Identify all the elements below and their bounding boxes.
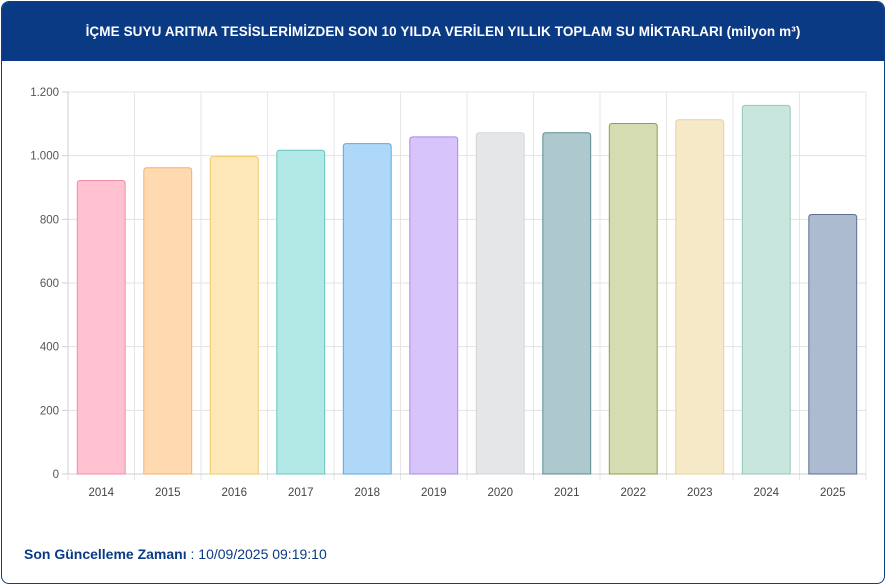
last-updated: Son Güncelleme Zamanı : 10/09/2025 09:19… <box>24 546 327 562</box>
bar-2025 <box>808 214 858 475</box>
x-tick-label: 2024 <box>753 487 779 499</box>
x-tick-label: 2016 <box>221 487 247 499</box>
bar-2018 <box>342 143 392 475</box>
bar-2014 <box>76 179 126 475</box>
x-tick-label: 2023 <box>687 487 713 499</box>
chart-area: 0 200 400 600 800 1.000 1.200 2014 2015 2016 2017 2… <box>2 62 884 522</box>
y-tick-label: 1.000 <box>30 151 59 163</box>
chart-header: İÇME SUYU ARITMA TESİSLERİMİZDEN SON 10 … <box>2 2 884 61</box>
last-updated-label: Son Güncelleme Zamanı <box>24 546 187 562</box>
y-tick-label: 200 <box>40 405 59 417</box>
bar-2015 <box>143 167 193 475</box>
x-tick-label: 2019 <box>421 487 447 499</box>
x-tick-label: 2020 <box>487 487 513 499</box>
last-updated-value: 10/09/2025 09:19:10 <box>198 546 327 562</box>
bar-2016 <box>209 156 259 475</box>
x-tick-label: 2015 <box>155 487 181 499</box>
bar-2017 <box>276 149 326 475</box>
x-tick-label: 2017 <box>288 487 314 499</box>
x-tick-label: 2025 <box>820 487 846 499</box>
x-tick-label: 2014 <box>88 487 114 499</box>
bar-2020 <box>475 132 525 475</box>
bar-2019 <box>409 136 459 475</box>
y-tick-label: 1.200 <box>30 87 59 99</box>
bar-2023 <box>675 119 725 475</box>
last-updated-separator: : <box>186 546 199 562</box>
y-tick-label: 600 <box>40 278 59 290</box>
x-tick-label: 2021 <box>554 487 580 499</box>
y-tick-label: 800 <box>40 214 59 226</box>
y-tick-label: 0 <box>53 469 59 481</box>
bar-2024 <box>741 104 791 475</box>
bar-chart: 0 200 400 600 800 1.000 1.200 2014 2015 2016 2017 2… <box>30 87 867 499</box>
bar-2021 <box>542 132 592 475</box>
x-tick-label: 2022 <box>620 487 646 499</box>
x-tick-label: 2018 <box>354 487 380 499</box>
y-tick-label: 400 <box>40 342 59 354</box>
chart-title: İÇME SUYU ARITMA TESİSLERİMİZDEN SON 10 … <box>85 24 801 39</box>
bar-2022 <box>608 123 658 475</box>
